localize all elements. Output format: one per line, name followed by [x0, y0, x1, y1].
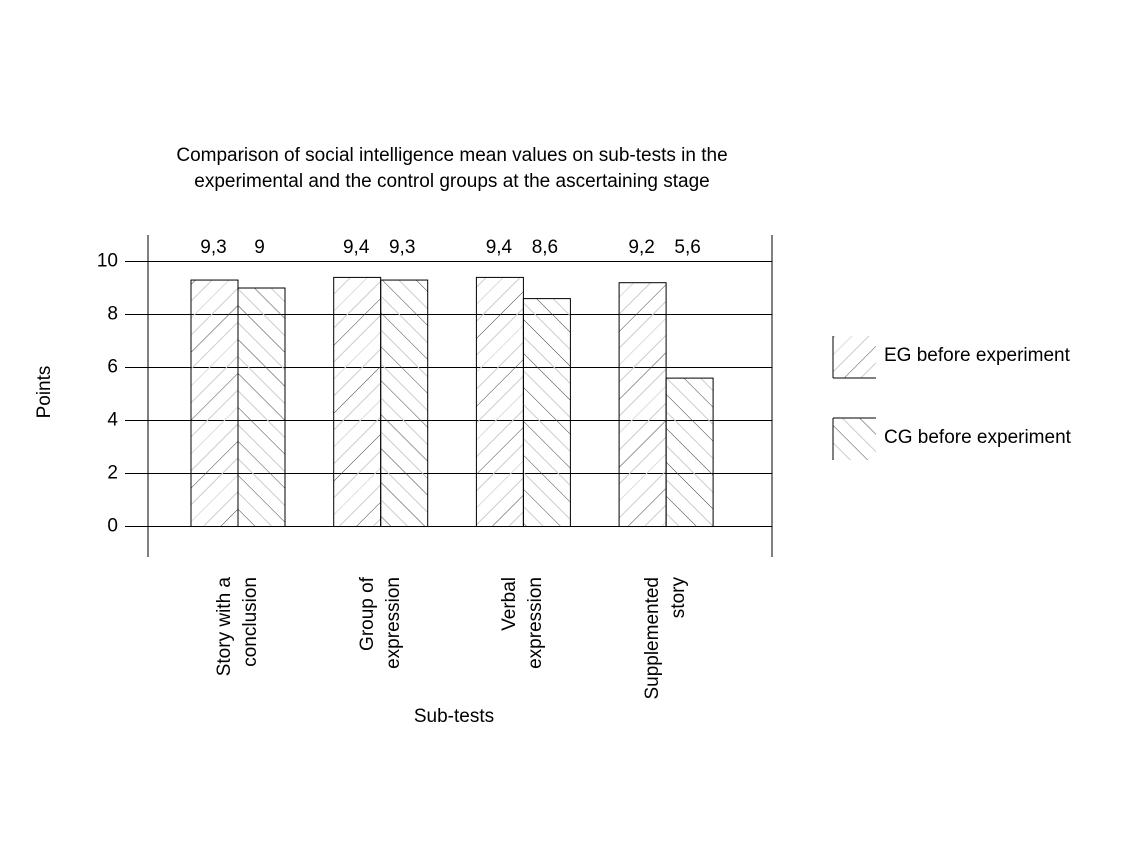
y-tick-label: 6	[107, 357, 118, 378]
value-label: 9,4	[486, 237, 513, 258]
x-axis-title: Sub-tests	[414, 706, 494, 727]
value-label: 5,6	[674, 237, 700, 258]
legend-swatch	[833, 418, 876, 460]
y-tick-label: 10	[97, 251, 118, 272]
x-tick-label: Group of expression	[356, 577, 404, 669]
bar	[665, 377, 714, 528]
y-tick-label: 8	[107, 304, 118, 325]
legend-label: EG before experiment	[884, 345, 1071, 366]
bar	[475, 276, 524, 528]
bar	[333, 276, 382, 528]
bar	[618, 282, 667, 528]
chart-title: Comparison of social intelligence mean v…	[176, 145, 728, 192]
x-tick-label: Story with a conclusion	[214, 577, 261, 677]
value-label: 9,3	[200, 237, 226, 258]
bar	[380, 279, 429, 528]
x-tick-label: Verbal expression	[499, 577, 547, 669]
value-label: 9,3	[389, 237, 415, 258]
y-tick-label: 0	[107, 516, 118, 537]
value-label: 8,6	[532, 237, 558, 258]
legend-swatch	[833, 336, 876, 378]
bar	[522, 298, 571, 528]
legend-label: CG before experiment	[884, 427, 1072, 448]
bar	[237, 287, 286, 528]
y-tick-label: 2	[107, 463, 118, 484]
x-tick-label: Supplemented story	[642, 577, 690, 700]
value-label: 9	[254, 237, 265, 258]
value-label: 9,2	[628, 237, 654, 258]
y-axis-title: Points	[34, 366, 55, 419]
y-tick-label: 4	[107, 410, 118, 431]
bar	[190, 279, 239, 528]
value-label: 9,4	[343, 237, 370, 258]
